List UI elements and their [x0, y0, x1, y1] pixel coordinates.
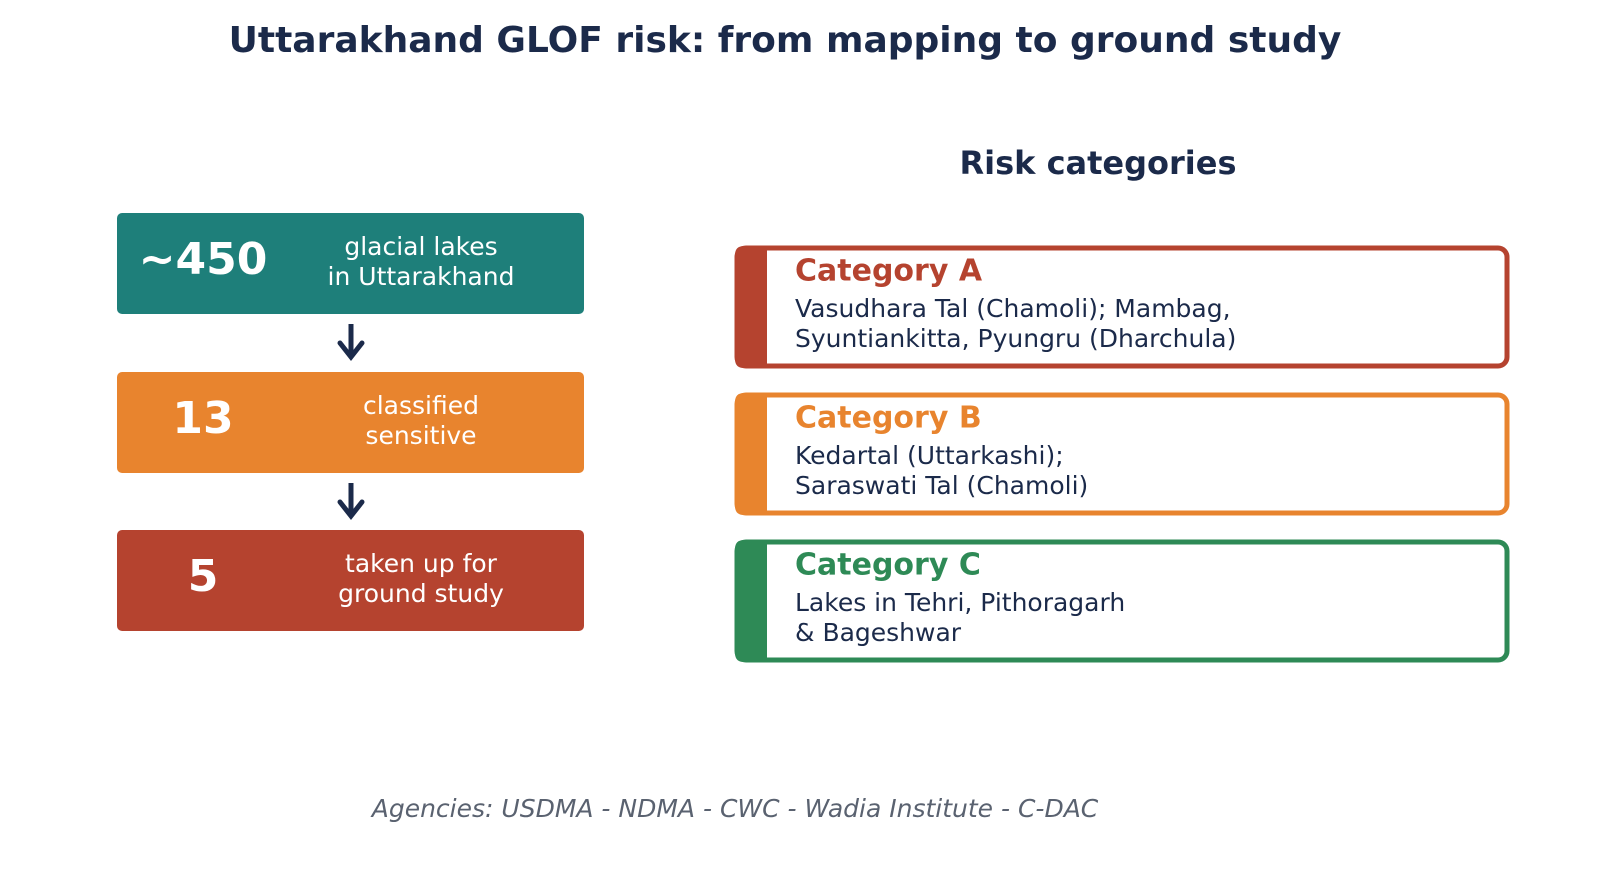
funnel-label: glacial lakes	[344, 232, 497, 261]
categories-heading: Risk categories	[959, 144, 1236, 182]
funnel-box	[117, 213, 584, 314]
funnel-label: classified	[363, 391, 479, 420]
funnel-box	[117, 372, 584, 473]
category-bar	[735, 393, 767, 515]
arrow-head	[337, 499, 365, 521]
category-desc: Saraswati Tal (Chamoli)	[795, 471, 1088, 500]
category-desc: Lakes in Tehri, Pithoragarh	[795, 588, 1125, 617]
funnel-label: taken up for	[345, 549, 498, 578]
category-name: Category B	[795, 401, 982, 436]
arrow-head	[337, 340, 365, 362]
funnel-number: 5	[188, 551, 219, 602]
funnel-box	[117, 530, 584, 631]
footer: Agencies: USDMA - NDMA - CWC - Wadia Ins…	[370, 794, 1099, 823]
funnel-number: 13	[172, 393, 233, 444]
category-desc: Syuntiankitta, Pyungru (Dharchula)	[795, 324, 1236, 353]
funnel-label: in Uttarakhand	[328, 262, 515, 291]
funnel-number: ~450	[139, 234, 268, 285]
funnel-label: ground study	[338, 579, 504, 608]
category-bar	[735, 246, 767, 368]
category-desc: & Bageshwar	[795, 618, 962, 647]
category-name: Category A	[795, 254, 983, 289]
category-name: Category C	[795, 548, 981, 583]
funnel-label: sensitive	[365, 421, 476, 450]
title: Uttarakhand GLOF risk: from mapping to g…	[229, 20, 1342, 61]
category-desc: Vasudhara Tal (Chamoli); Mambag,	[795, 294, 1231, 323]
category-bar	[735, 540, 767, 662]
category-desc: Kedartal (Uttarkashi);	[795, 441, 1064, 470]
